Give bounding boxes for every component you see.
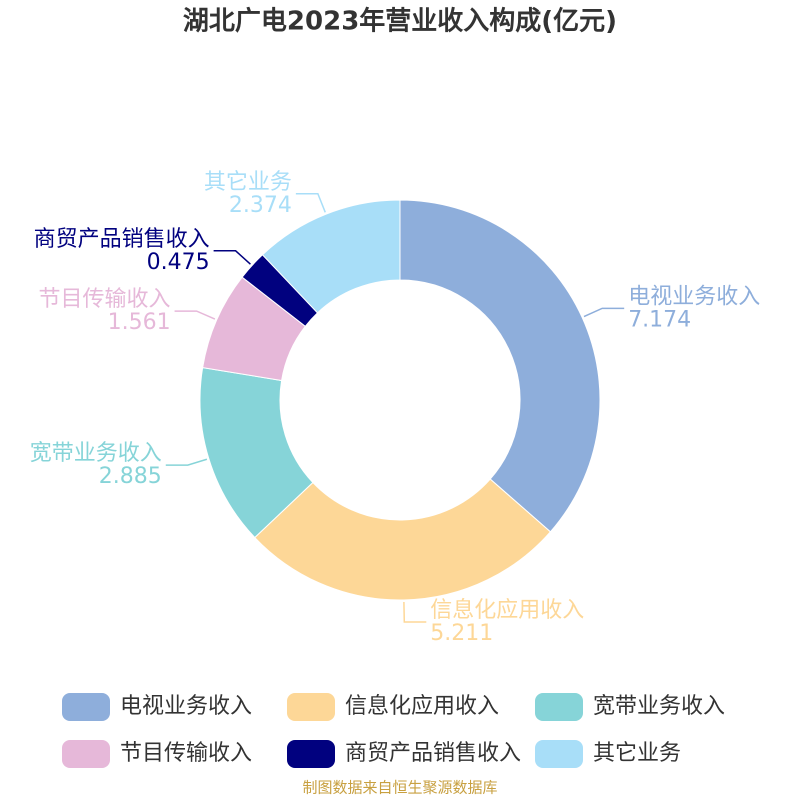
slice-label: 电视业务收入 [628, 284, 760, 309]
legend-label: 商贸产品销售收入 [345, 741, 521, 766]
legend-swatch [535, 693, 583, 721]
legend-label: 电视业务收入 [120, 694, 252, 719]
slice-value: 0.475 [147, 250, 210, 275]
legend-label: 节目传输收入 [120, 741, 252, 766]
leader-line [583, 307, 625, 318]
chart-title: 湖北广电2023年营业收入构成(亿元) [183, 6, 617, 37]
donut-slice [254, 478, 552, 601]
legend-swatch [62, 693, 110, 721]
slice-value: 2.885 [99, 464, 162, 489]
legend-label: 宽带业务收入 [593, 694, 725, 719]
leader-line [403, 601, 427, 623]
legend-swatch [287, 693, 335, 721]
legend-swatch [287, 740, 335, 768]
legend-label: 其它业务 [593, 741, 681, 766]
legend-label: 信息化应用收入 [345, 694, 499, 719]
slice-label: 宽带业务收入 [30, 441, 162, 466]
leader-line [174, 310, 216, 320]
donut-slice [399, 199, 601, 533]
slice-value: 5.211 [430, 621, 493, 646]
source-note: 制图数据来自恒生聚源数据库 [302, 779, 497, 797]
legend-swatch [62, 740, 110, 768]
slice-value: 2.374 [229, 193, 292, 218]
slice-value: 1.561 [108, 310, 171, 335]
donut-slice [261, 199, 401, 314]
slice-label: 商贸产品销售收入 [34, 227, 210, 252]
leader-line [165, 458, 208, 466]
leader-line [295, 193, 326, 213]
slice-label: 节目传输收入 [39, 287, 171, 312]
leader-line [213, 250, 251, 265]
slice-value: 7.174 [628, 307, 691, 332]
slice-label: 其它业务 [204, 170, 292, 195]
slice-label: 信息化应用收入 [430, 598, 584, 623]
legend-swatch [535, 740, 583, 768]
